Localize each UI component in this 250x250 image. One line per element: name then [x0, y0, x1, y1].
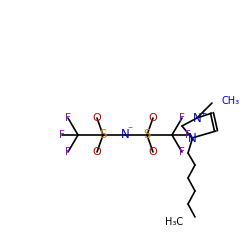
- Text: O: O: [92, 147, 102, 157]
- Text: F: F: [59, 130, 65, 140]
- Text: F: F: [179, 147, 185, 157]
- Text: N: N: [192, 112, 202, 124]
- Text: +: +: [199, 108, 207, 118]
- Text: CH₃: CH₃: [222, 96, 240, 106]
- Text: ⁻: ⁻: [128, 125, 132, 135]
- Text: F: F: [65, 147, 71, 157]
- Text: S: S: [99, 128, 107, 141]
- Text: F: F: [179, 113, 185, 123]
- Text: N: N: [188, 132, 196, 144]
- Text: N: N: [120, 128, 130, 141]
- Text: H₃C: H₃C: [165, 217, 183, 227]
- Text: F: F: [65, 113, 71, 123]
- Text: F: F: [185, 130, 191, 140]
- Text: O: O: [148, 147, 158, 157]
- Text: O: O: [148, 113, 158, 123]
- Text: S: S: [143, 128, 151, 141]
- Text: O: O: [92, 113, 102, 123]
